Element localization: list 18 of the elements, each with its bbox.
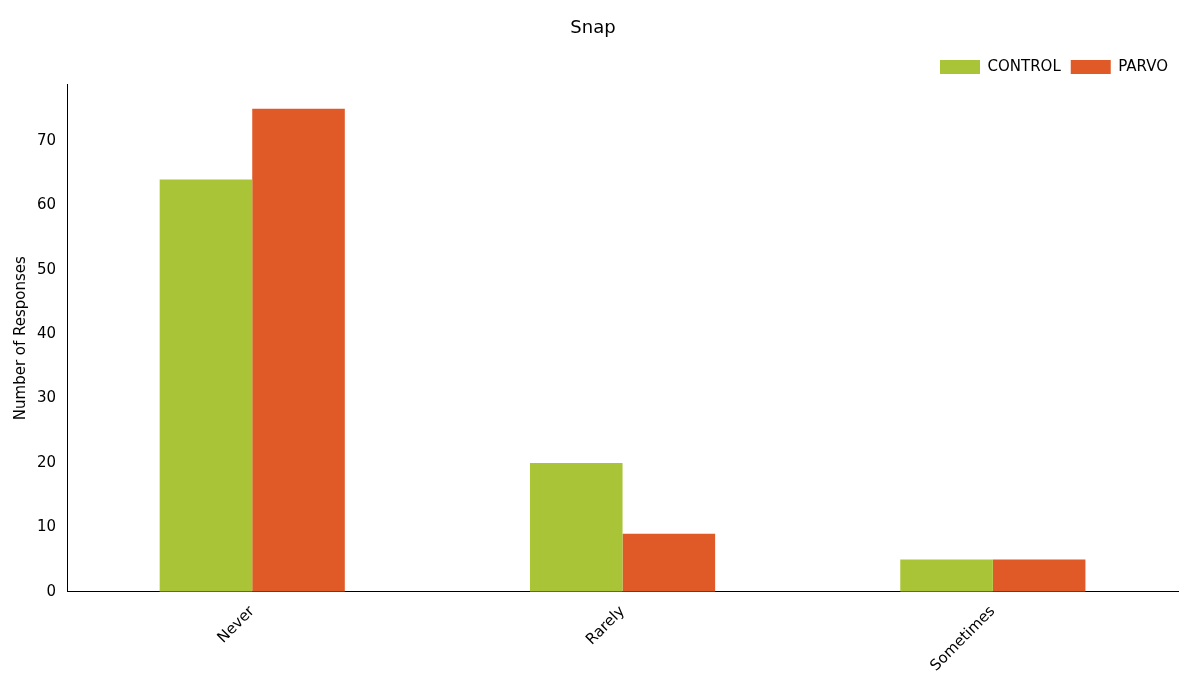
y-tick-label: 10 xyxy=(36,517,57,536)
bar xyxy=(252,108,345,592)
y-tick-label: 0 xyxy=(46,581,57,600)
y-tick-label: 30 xyxy=(36,388,57,407)
y-tick-label: 60 xyxy=(36,195,57,214)
chart-title: Snap xyxy=(570,16,616,38)
legend-label: PARVO xyxy=(1118,56,1169,75)
bar xyxy=(992,559,1086,592)
y-axis-title: Number of Responses xyxy=(10,255,29,421)
bar xyxy=(529,462,623,592)
y-tick-label: 20 xyxy=(36,452,57,471)
legend-label: CONTROL xyxy=(987,56,1062,75)
bar xyxy=(622,533,716,592)
bar xyxy=(900,559,993,592)
y-tick-label: 50 xyxy=(36,259,57,278)
bar xyxy=(159,179,253,592)
y-tick-label: 70 xyxy=(36,130,57,149)
y-tick-label: 40 xyxy=(36,324,57,343)
